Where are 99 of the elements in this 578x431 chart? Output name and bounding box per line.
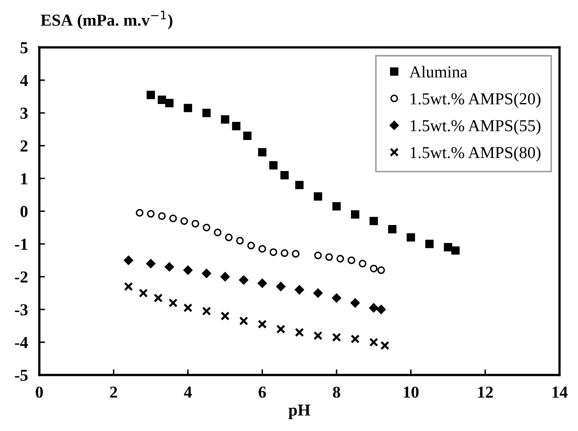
point: [294, 328, 304, 337]
point: [258, 320, 267, 329]
point: [202, 306, 212, 316]
point: [124, 282, 133, 292]
point: [350, 298, 360, 308]
point: [332, 332, 342, 342]
point: [258, 148, 266, 156]
point: [314, 192, 322, 201]
x-tick-label: 8: [332, 386, 340, 398]
point: [184, 104, 192, 112]
point: [314, 252, 322, 260]
point: [220, 272, 230, 282]
x-tick-label: 6: [258, 386, 266, 398]
point: [350, 210, 360, 219]
legend-label: 1.5wt.% AMPS(55): [410, 120, 540, 135]
y-tick-label: -4: [14, 337, 28, 348]
point: [425, 240, 434, 248]
point: [158, 96, 166, 104]
point: [220, 311, 230, 321]
point: [348, 256, 356, 264]
point: [180, 217, 188, 225]
point: [232, 122, 240, 130]
point: [444, 243, 452, 252]
point: [325, 253, 333, 261]
point: [358, 260, 366, 268]
y-tick-label: -3: [14, 304, 28, 316]
legend-label: Alumina: [409, 66, 468, 78]
point: [168, 298, 178, 308]
point: [377, 266, 385, 274]
point: [239, 275, 248, 285]
point: [369, 338, 378, 347]
point: [292, 250, 300, 258]
point: [380, 340, 390, 350]
y-tick-label: 0: [20, 206, 28, 218]
x-axis-title: pH: [288, 404, 310, 420]
point: [224, 234, 233, 242]
point: [183, 266, 193, 275]
point: [183, 303, 192, 312]
y-tick-label: -5: [14, 370, 28, 381]
point: [146, 258, 156, 268]
point: [376, 304, 386, 314]
point: [165, 98, 174, 108]
y-tick-label: 4: [20, 74, 28, 86]
x-tick-label: 14: [552, 386, 568, 398]
point: [295, 180, 304, 190]
point: [164, 262, 174, 272]
point: [451, 246, 460, 255]
y-tick-label: -2: [14, 271, 28, 282]
x-tick-label: 10: [404, 386, 419, 398]
point: [269, 161, 278, 170]
x-tick-label: 12: [478, 386, 493, 398]
point: [236, 236, 244, 244]
point: [202, 224, 210, 232]
point: [406, 233, 416, 242]
point: [336, 254, 344, 263]
y-tick-label: 1: [21, 173, 28, 184]
y-tick-label: -1: [14, 238, 28, 250]
point: [169, 214, 177, 222]
point: [332, 293, 342, 303]
point: [202, 108, 211, 118]
point: [258, 278, 267, 288]
legend-label: 1.5wt.% AMPS(80): [410, 146, 540, 162]
point: [214, 228, 222, 236]
point: [136, 209, 144, 217]
legend-label: 1.5wt.% AMPS(20): [410, 92, 540, 108]
point: [369, 303, 378, 312]
x-tick-label: 4: [184, 386, 192, 398]
point: [276, 324, 286, 334]
point: [243, 132, 252, 140]
point: [388, 225, 396, 234]
point: [294, 285, 304, 294]
y-tick-label: 2: [20, 140, 28, 152]
point: [313, 288, 323, 298]
point: [146, 90, 155, 100]
point: [202, 268, 212, 278]
point: [192, 220, 200, 228]
point: [258, 245, 266, 253]
point: [154, 293, 163, 303]
point: [370, 216, 378, 226]
y-axis-title: ESA (mPa. m.v$^{−1}$): [40, 10, 172, 30]
point: [146, 210, 155, 218]
point: [247, 242, 255, 250]
y-tick-label: 5: [20, 42, 28, 54]
point: [138, 288, 148, 298]
y-tick-label: 3: [20, 108, 28, 119]
point: [350, 334, 360, 344]
point: [276, 282, 286, 292]
x-tick-label: 0: [36, 386, 43, 398]
x-tick-label: 2: [110, 386, 118, 398]
point: [239, 316, 248, 326]
point: [280, 249, 288, 257]
point: [332, 202, 341, 210]
point: [270, 248, 278, 256]
point: [158, 212, 166, 220]
point: [220, 115, 230, 124]
point: [370, 264, 378, 272]
point: [280, 170, 289, 180]
point: [124, 256, 134, 265]
point: [313, 331, 322, 340]
